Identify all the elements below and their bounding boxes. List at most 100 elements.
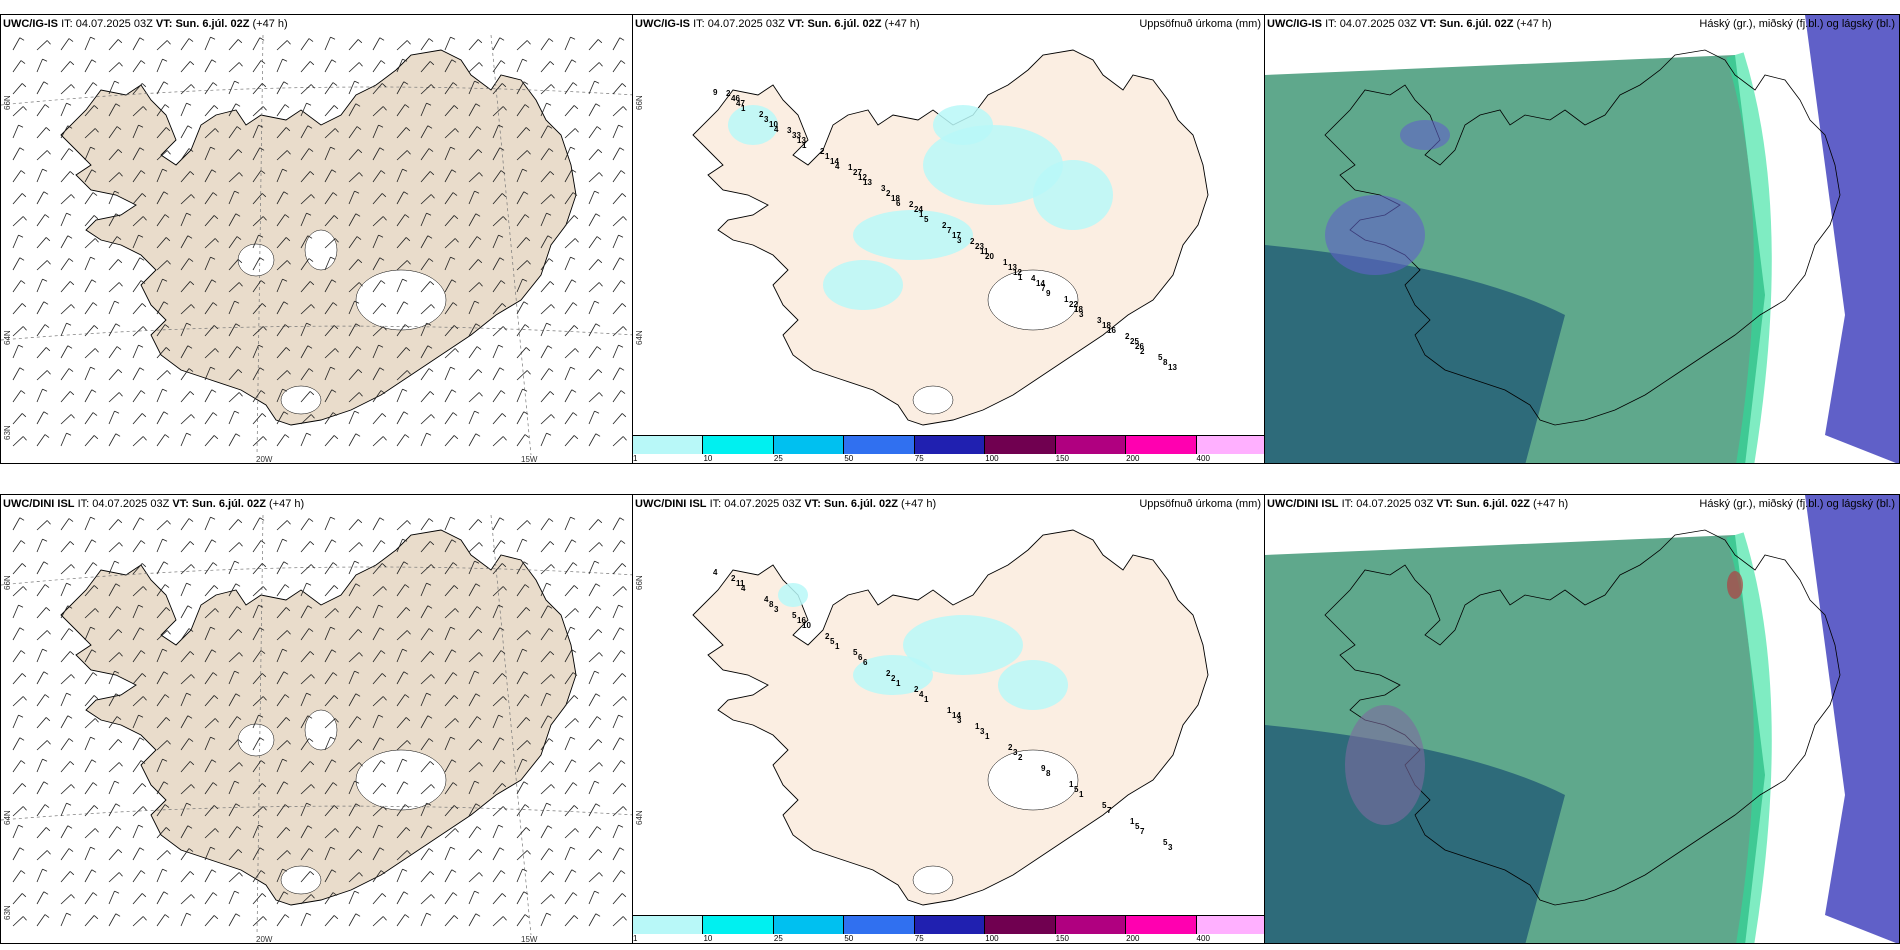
wind-barb xyxy=(36,694,46,707)
cloud-map xyxy=(1265,15,1899,463)
wind-barb-feather xyxy=(378,124,384,128)
wind-barb xyxy=(180,541,191,553)
graticule-lat xyxy=(1,86,633,106)
wind-barb xyxy=(372,83,383,95)
wind-barb xyxy=(276,58,283,73)
wind-barb-feather xyxy=(118,62,123,67)
wind-barb-feather xyxy=(474,190,480,194)
wind-barb-feather xyxy=(190,84,195,89)
wind-barb xyxy=(324,846,331,861)
wind-barb-feather xyxy=(428,368,434,372)
wind-barb xyxy=(156,561,165,575)
wind-barb-feather xyxy=(43,301,49,305)
wind-barb xyxy=(156,850,168,861)
wind-barb xyxy=(156,127,167,139)
wind-barb xyxy=(420,825,429,839)
wind-barb xyxy=(252,413,263,425)
wind-barb-feather xyxy=(142,916,147,921)
wind-barb-feather xyxy=(550,674,555,679)
wind-barb xyxy=(300,848,310,861)
wind-barb xyxy=(372,413,383,425)
wind-barb xyxy=(300,281,311,293)
wind-barb-feather xyxy=(474,670,480,674)
precip-value: 7 xyxy=(1140,827,1145,836)
wind-barb-feather xyxy=(380,60,386,64)
wind-barb-feather xyxy=(237,849,243,854)
wind-barb-feather xyxy=(70,784,75,789)
wind-barb-feather xyxy=(284,804,290,808)
wind-barb-feather xyxy=(450,146,456,150)
wind-barb-feather xyxy=(354,300,360,304)
wind-barb-feather xyxy=(70,894,75,899)
wind-barb xyxy=(540,715,549,729)
wind-barb-feather xyxy=(450,626,456,630)
wind-barb xyxy=(396,561,405,575)
wind-barb-feather xyxy=(598,172,603,177)
wind-barb xyxy=(468,392,480,403)
wind-barb-feather xyxy=(139,627,145,631)
precip-value: 13 xyxy=(797,136,806,145)
wind-barb-feather xyxy=(501,303,507,308)
wind-barb xyxy=(516,607,527,619)
colorbar-label: 50 xyxy=(844,934,854,943)
wind-barb xyxy=(132,413,143,425)
wind-barb xyxy=(468,126,478,139)
wind-barb xyxy=(276,914,286,927)
wind-barb-feather xyxy=(309,171,315,176)
wind-barb-feather xyxy=(499,37,505,41)
wind-barb-feather xyxy=(118,652,123,657)
wind-barb xyxy=(132,83,143,95)
wind-barb-feather xyxy=(549,61,555,66)
wind-barb-feather xyxy=(571,649,577,653)
panel-header: UWC/DINI ISL IT: 04.07.2025 03Z VT: Sun.… xyxy=(1267,498,1569,510)
wind-barb-feather xyxy=(334,238,339,243)
wind-barb-feather xyxy=(162,278,168,282)
wind-barb-feather xyxy=(428,628,434,632)
wind-barb xyxy=(564,608,576,619)
wind-barb-feather xyxy=(598,762,603,767)
wind-barb xyxy=(372,604,379,619)
wind-barb-feather xyxy=(621,673,627,678)
wind-barb-feather xyxy=(354,190,360,194)
wind-barb-feather xyxy=(141,673,147,678)
wind-barb-feather xyxy=(138,714,144,718)
wind-barb xyxy=(12,37,21,51)
wind-barb-feather xyxy=(622,916,627,921)
wind-barb-feather xyxy=(475,583,481,587)
wind-barb-feather xyxy=(164,914,170,918)
wind-barb-feather xyxy=(571,759,577,763)
wind-barb-feather xyxy=(260,650,266,654)
wind-barb-feather xyxy=(522,648,528,652)
wind-barb-feather xyxy=(426,802,432,806)
wind-barb-feather xyxy=(550,84,555,89)
wind-barb xyxy=(564,892,574,905)
wind-barb xyxy=(156,648,163,663)
wind-barb xyxy=(36,758,43,773)
wind-barb xyxy=(276,278,283,293)
colorbar-label: 150 xyxy=(1055,454,1070,463)
wind-barb-feather xyxy=(380,390,386,394)
wind-barb-feather xyxy=(117,39,123,44)
lat-label-63n: 63N xyxy=(3,425,12,440)
wind-barb xyxy=(180,738,190,751)
wind-barb xyxy=(252,436,264,447)
wind-barb-feather xyxy=(163,191,169,195)
wind-barb-feather xyxy=(211,389,217,393)
wind-barb xyxy=(12,83,23,95)
wind-barb-feather xyxy=(286,630,291,635)
wind-barb-feather xyxy=(138,824,144,828)
wind-barb-feather xyxy=(117,849,123,854)
wind-barb-feather xyxy=(621,783,627,788)
wind-barb-feather xyxy=(453,325,459,330)
wind-barb xyxy=(180,235,189,249)
wind-barb xyxy=(564,869,573,883)
wind-barb xyxy=(204,759,213,773)
precip-value: 14 xyxy=(952,711,961,720)
wind-barb-feather xyxy=(309,651,315,656)
wind-barb xyxy=(420,194,432,205)
wind-barb xyxy=(60,674,72,685)
precip-value: 1 xyxy=(741,104,746,113)
wind-barb xyxy=(372,106,384,117)
wind-barb-feather xyxy=(90,516,96,520)
wind-barb xyxy=(180,628,190,641)
